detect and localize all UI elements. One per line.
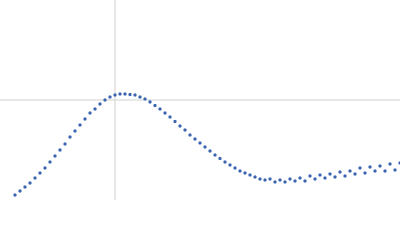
point	[273, 180, 277, 184]
point	[83, 117, 87, 121]
point	[153, 103, 157, 108]
point	[353, 172, 357, 176]
point	[373, 169, 377, 173]
point	[248, 173, 252, 177]
point	[88, 111, 92, 115]
point	[288, 177, 292, 181]
point	[278, 178, 282, 182]
point	[33, 176, 37, 180]
point	[263, 178, 267, 182]
point	[308, 174, 312, 178]
point	[163, 111, 167, 115]
point	[328, 172, 332, 176]
point	[383, 169, 387, 173]
point	[238, 169, 242, 173]
point	[23, 185, 27, 189]
point	[188, 133, 192, 137]
point	[108, 95, 112, 99]
point	[298, 176, 302, 180]
point	[343, 174, 347, 178]
point	[268, 177, 272, 181]
point	[58, 148, 62, 152]
point	[368, 165, 372, 169]
point	[158, 107, 162, 111]
point	[138, 95, 142, 99]
point	[38, 171, 42, 175]
point	[173, 119, 177, 124]
point	[148, 100, 152, 104]
point	[393, 168, 397, 172]
point	[98, 102, 102, 106]
point	[18, 189, 22, 193]
point	[128, 92, 132, 97]
point	[233, 166, 237, 170]
chart	[0, 0, 400, 200]
point	[243, 171, 247, 175]
point	[338, 170, 342, 174]
point	[133, 93, 137, 97]
point	[93, 107, 97, 111]
point	[168, 115, 172, 119]
point	[303, 179, 307, 183]
point	[333, 175, 337, 179]
point	[253, 175, 257, 179]
point	[118, 92, 122, 96]
point	[53, 154, 57, 158]
point	[323, 176, 327, 180]
point	[68, 135, 72, 139]
point	[123, 92, 127, 96]
point	[208, 149, 212, 153]
point	[63, 142, 67, 146]
point	[228, 163, 232, 167]
point	[213, 153, 217, 157]
point	[223, 160, 227, 164]
point	[178, 124, 182, 128]
point	[183, 128, 187, 132]
point	[28, 181, 32, 185]
point	[348, 169, 352, 173]
point	[358, 166, 362, 170]
point	[143, 97, 147, 101]
point	[318, 173, 322, 177]
point	[293, 179, 297, 183]
point	[258, 177, 262, 181]
point	[283, 180, 287, 184]
point	[48, 160, 52, 164]
point	[73, 129, 77, 133]
point	[193, 137, 197, 141]
point	[203, 145, 207, 149]
point	[218, 156, 222, 161]
point	[43, 166, 47, 170]
point	[103, 98, 107, 102]
point	[13, 193, 17, 197]
point	[113, 93, 117, 97]
point	[78, 123, 82, 127]
point	[378, 164, 382, 168]
point	[313, 177, 317, 181]
point	[388, 162, 392, 166]
point	[198, 141, 202, 145]
point	[363, 171, 367, 175]
